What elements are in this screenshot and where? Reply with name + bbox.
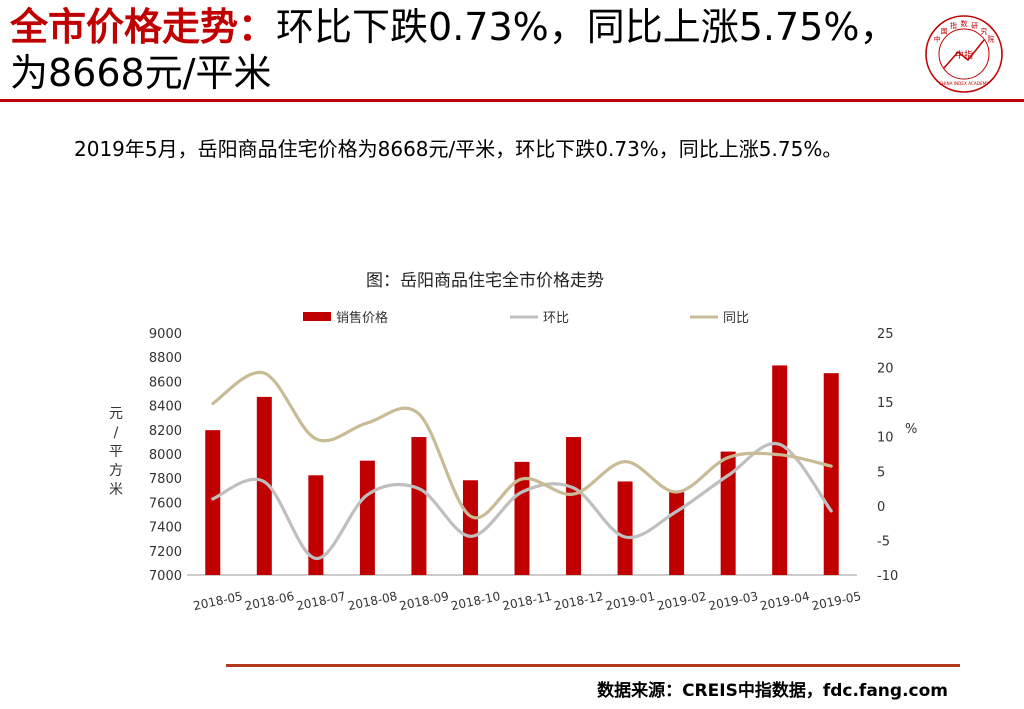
right-tick-label: 15 [877, 396, 894, 411]
price-bar [720, 451, 736, 575]
right-tick-label: 5 [877, 465, 885, 480]
x-tick-label: 2018-08 [347, 589, 399, 613]
x-tick-label: 2019-02 [656, 589, 708, 613]
left-tick-label: 8600 [149, 375, 182, 390]
logo-ring-char: 研 [971, 22, 978, 30]
price-bar [205, 430, 221, 575]
right-tick-label: 25 [877, 327, 894, 342]
legend-label-2: 同比 [723, 311, 749, 326]
price-bar [566, 437, 582, 575]
logo-ring-char: 国 [941, 27, 948, 35]
left-tick-label: 8400 [149, 400, 182, 415]
data-source-note: 数据来源：CREIS中指数据，fdc.fang.com [597, 681, 948, 701]
left-axis-label-char: 方 [109, 463, 123, 479]
slide-title-highlight: 全市价格走势： [10, 5, 277, 49]
left-tick-label: 7800 [149, 472, 182, 487]
left-axis-label-char: 米 [109, 482, 123, 498]
x-tick-label: 2018-07 [295, 589, 347, 613]
logo-english-text: CHINA INDEX ACADEMY [939, 81, 989, 86]
slide-title-rest: 环比下跌0.73%，同比上涨5.75%，为8668元/平米 [10, 5, 898, 95]
x-tick-label: 2019-03 [707, 589, 759, 613]
left-tick-label: 8800 [149, 351, 182, 366]
x-tick-label: 2019-05 [810, 589, 862, 613]
x-tick-label: 2019-01 [604, 589, 656, 613]
right-tick-label: -10 [877, 569, 898, 584]
price-bar [772, 365, 788, 575]
x-tick-label: 2019-04 [759, 589, 811, 613]
slide-title: 全市价格走势：环比下跌0.73%，同比上涨5.75%，为8668元/平米 [10, 4, 910, 96]
summary-text: 2019年5月，岳阳商品住宅价格为8668元/平米，环比下跌0.73%，同比上涨… [74, 137, 843, 161]
price-bar [617, 481, 633, 575]
x-tick-label: 2018-11 [501, 589, 553, 613]
price-bar [256, 396, 272, 575]
chart-title: 图：岳阳商品住宅全市价格走势 [366, 271, 604, 291]
x-tick-label: 2018-09 [398, 589, 450, 613]
logo-ring-char: 指 [950, 21, 957, 30]
right-tick-label: 10 [877, 431, 894, 446]
price-bar [359, 460, 375, 575]
logo-ring-char: 中 [934, 35, 941, 44]
left-axis-label-char: / [114, 425, 119, 441]
left-tick-label: 9000 [149, 327, 182, 342]
price-bar [823, 373, 839, 575]
legend-label-1: 环比 [543, 311, 569, 326]
right-tick-label: 0 [877, 500, 885, 515]
legend-label-0: 销售价格 [336, 310, 388, 326]
china-index-academy-logo: 中国指数研究院中指 CHINA INDEX ACADEMY [925, 15, 1003, 93]
left-tick-label: 7400 [149, 521, 182, 536]
x-tick-label: 2018-06 [243, 589, 295, 613]
mom-series-line [211, 441, 833, 560]
right-axis-label: % [905, 422, 917, 437]
left-tick-label: 8200 [149, 424, 182, 439]
title-underline [0, 99, 1024, 102]
left-tick-label: 7600 [149, 496, 182, 511]
legend-swatch-0 [303, 312, 331, 321]
x-tick-label: 2018-05 [192, 589, 244, 613]
right-tick-label: 20 [877, 362, 894, 377]
x-tick-label: 2018-12 [553, 589, 605, 613]
price-bar [411, 437, 427, 575]
right-tick-label: -5 [877, 534, 890, 549]
logo-ring-char: 数 [961, 19, 968, 28]
price-bar [669, 492, 685, 575]
logo-center-text: 中指 [955, 49, 973, 61]
left-axis-label-char: 平 [109, 444, 123, 460]
left-axis-label-char: 元 [109, 406, 123, 422]
source-divider [226, 664, 960, 667]
left-tick-label: 8000 [149, 448, 182, 463]
price-bar [462, 480, 478, 575]
logo-ring-char: 院 [987, 35, 994, 44]
left-tick-label: 7000 [149, 569, 182, 584]
yoy-series-line [211, 370, 833, 520]
left-tick-label: 7200 [149, 545, 182, 560]
price-bar [308, 475, 324, 575]
logo-ring-char: 究 [980, 26, 987, 35]
x-tick-label: 2018-10 [450, 589, 502, 613]
